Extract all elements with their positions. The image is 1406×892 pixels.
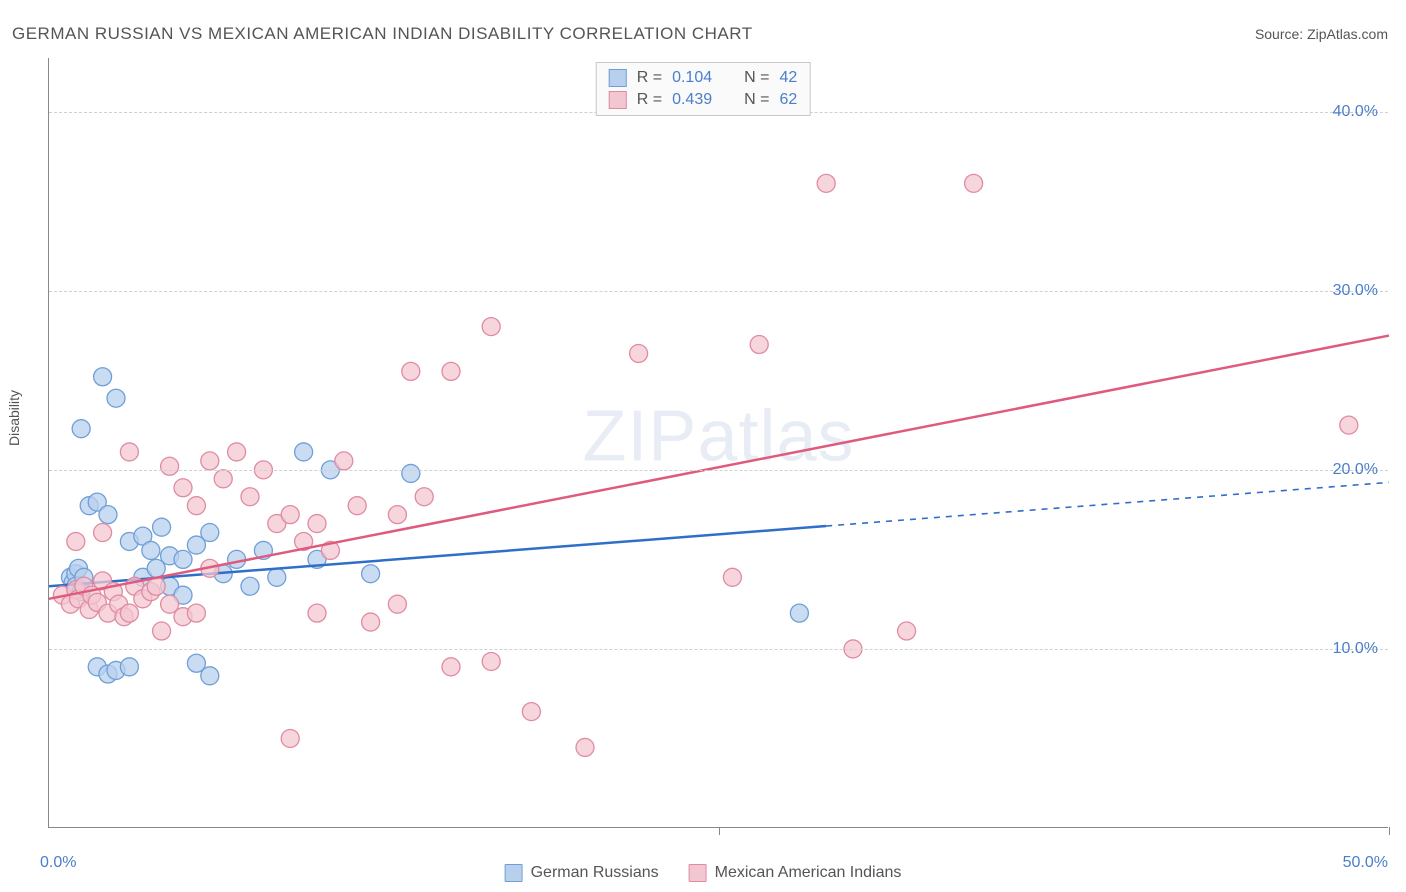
x-tick-label: 0.0% [40, 854, 76, 872]
data-point [281, 729, 299, 747]
data-point [120, 658, 138, 676]
data-point [241, 488, 259, 506]
legend-swatch-icon [505, 864, 523, 882]
y-tick-label: 20.0% [1333, 461, 1378, 479]
correlation-row: R = 0.104 N = 42 [609, 67, 798, 89]
data-point [295, 443, 313, 461]
data-point [576, 738, 594, 756]
data-point [281, 506, 299, 524]
y-axis-label: Disability [6, 390, 22, 446]
data-point [348, 497, 366, 515]
y-tick-label: 10.0% [1333, 640, 1378, 658]
series-legend: German Russians Mexican American Indians [505, 864, 902, 882]
legend-item: Mexican American Indians [689, 864, 902, 882]
data-point [442, 362, 460, 380]
data-point [817, 174, 835, 192]
data-point [388, 506, 406, 524]
trend-line-extrapolated [826, 482, 1389, 526]
data-point [142, 541, 160, 559]
data-point [898, 622, 916, 640]
data-point [388, 595, 406, 613]
data-point [308, 515, 326, 533]
data-point [72, 420, 90, 438]
data-point [965, 174, 983, 192]
source-label: Source: ZipAtlas.com [1255, 26, 1388, 42]
data-point [750, 336, 768, 354]
data-point [723, 568, 741, 586]
legend-label: German Russians [531, 864, 659, 882]
data-point [94, 524, 112, 542]
data-point [482, 318, 500, 336]
legend-swatch-icon [609, 69, 627, 87]
data-point [161, 457, 179, 475]
data-point [187, 497, 205, 515]
data-point [201, 452, 219, 470]
grid-line [49, 291, 1388, 292]
data-point [522, 703, 540, 721]
data-point [335, 452, 353, 470]
grid-line [49, 649, 1388, 650]
data-point [308, 604, 326, 622]
data-point [415, 488, 433, 506]
data-point [174, 550, 192, 568]
data-point [228, 550, 246, 568]
data-point [482, 652, 500, 670]
chart-title: GERMAN RUSSIAN VS MEXICAN AMERICAN INDIA… [12, 24, 753, 44]
scatter-plot [49, 58, 1388, 827]
data-point [228, 443, 246, 461]
data-point [174, 479, 192, 497]
data-point [67, 532, 85, 550]
chart-container: GERMAN RUSSIAN VS MEXICAN AMERICAN INDIA… [0, 0, 1406, 892]
data-point [187, 604, 205, 622]
data-point [790, 604, 808, 622]
data-point [402, 362, 420, 380]
correlation-row: R = 0.439 N = 62 [609, 89, 798, 111]
grid-line [49, 470, 1388, 471]
r-value: 0.104 [672, 69, 712, 87]
plot-area: ZIPatlas 10.0%20.0%30.0%40.0% [48, 58, 1388, 828]
data-point [120, 604, 138, 622]
data-point [268, 568, 286, 586]
x-tick-label: 50.0% [1343, 854, 1388, 872]
data-point [147, 559, 165, 577]
data-point [402, 464, 420, 482]
n-value: 62 [779, 91, 797, 109]
y-tick-label: 40.0% [1333, 103, 1378, 121]
r-label: R = [637, 69, 662, 87]
data-point [1340, 416, 1358, 434]
data-point [362, 613, 380, 631]
legend-swatch-icon [689, 864, 707, 882]
n-value: 42 [779, 69, 797, 87]
data-point [201, 667, 219, 685]
data-point [153, 518, 171, 536]
legend-item: German Russians [505, 864, 659, 882]
correlation-legend: R = 0.104 N = 42 R = 0.439 N = 62 [596, 62, 811, 116]
data-point [241, 577, 259, 595]
data-point [120, 443, 138, 461]
data-point [442, 658, 460, 676]
x-tick [719, 827, 720, 835]
n-label: N = [744, 91, 769, 109]
trend-line [49, 336, 1389, 599]
x-tick [1389, 827, 1390, 835]
r-value: 0.439 [672, 91, 712, 109]
data-point [630, 344, 648, 362]
data-point [107, 389, 125, 407]
data-point [214, 470, 232, 488]
legend-swatch-icon [609, 91, 627, 109]
y-tick-label: 30.0% [1333, 282, 1378, 300]
r-label: R = [637, 91, 662, 109]
data-point [94, 368, 112, 386]
n-label: N = [744, 69, 769, 87]
data-point [99, 506, 117, 524]
data-point [362, 565, 380, 583]
data-point [201, 524, 219, 542]
legend-label: Mexican American Indians [715, 864, 902, 882]
data-point [153, 622, 171, 640]
